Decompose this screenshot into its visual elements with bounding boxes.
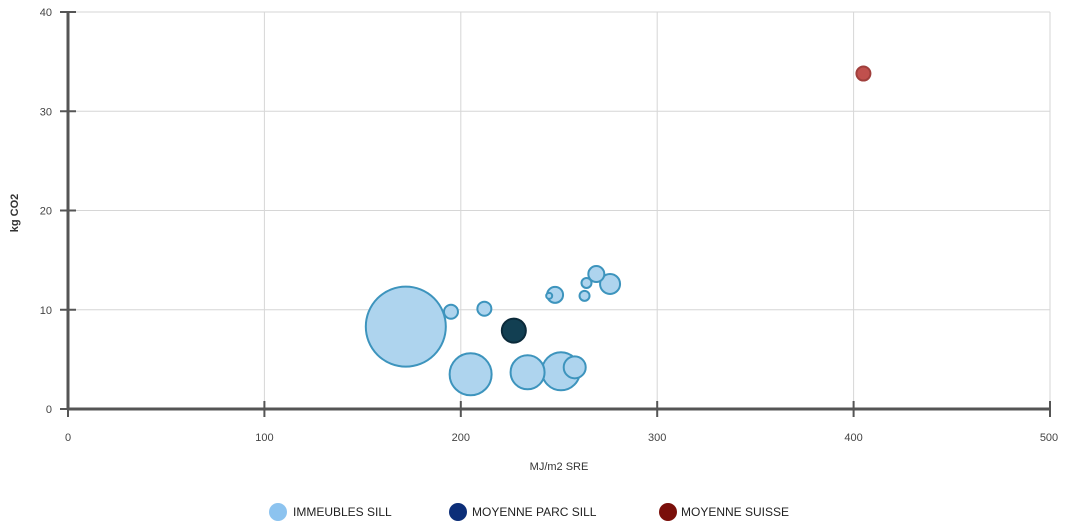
plot-area (364, 65, 872, 397)
bubble-point (587, 265, 606, 284)
bubble-point (364, 285, 447, 368)
bubble-point (448, 352, 493, 397)
x-axis-title: MJ/m2 SRE (530, 461, 589, 473)
legend: IMMEUBLES SILL MOYENNE PARC SILL MOYENNE S… (269, 503, 789, 521)
legend-swatch (659, 503, 677, 521)
x-tick-label: 300 (648, 432, 666, 444)
x-tick-label: 500 (1040, 432, 1058, 444)
bubble-point (562, 355, 587, 380)
y-tick-label: 10 (40, 305, 52, 317)
grid-lines (68, 11, 1051, 409)
bubble-point (599, 272, 622, 295)
bubble-point (545, 291, 554, 300)
legend-swatch (269, 503, 287, 521)
bubble-point (500, 317, 527, 344)
tick-labels: 0 100 200 300 400 500 0 10 20 30 40 (40, 7, 1058, 444)
x-tick-label: 200 (452, 432, 470, 444)
bubble-point (442, 303, 459, 320)
y-tick-label: 30 (40, 106, 52, 118)
bubble-point (578, 289, 591, 302)
x-tick-label: 400 (844, 432, 862, 444)
axes (60, 11, 1051, 417)
y-tick-label: 40 (40, 7, 52, 19)
legend-label: MOYENNE PARC SILL (472, 505, 597, 519)
bubble-point (855, 65, 872, 82)
bubble-point (580, 276, 593, 289)
y-axis-title: kg CO2 (9, 194, 21, 233)
legend-swatch (449, 503, 467, 521)
bubble-point (509, 354, 546, 391)
y-tick-label: 0 (46, 404, 52, 416)
legend-label: MOYENNE SUISSE (681, 505, 789, 519)
bubble-point (476, 300, 493, 317)
x-tick-label: 0 (65, 432, 71, 444)
legend-label: IMMEUBLES SILL (293, 505, 392, 519)
x-tick-label: 100 (255, 432, 273, 444)
y-tick-label: 20 (40, 206, 52, 218)
